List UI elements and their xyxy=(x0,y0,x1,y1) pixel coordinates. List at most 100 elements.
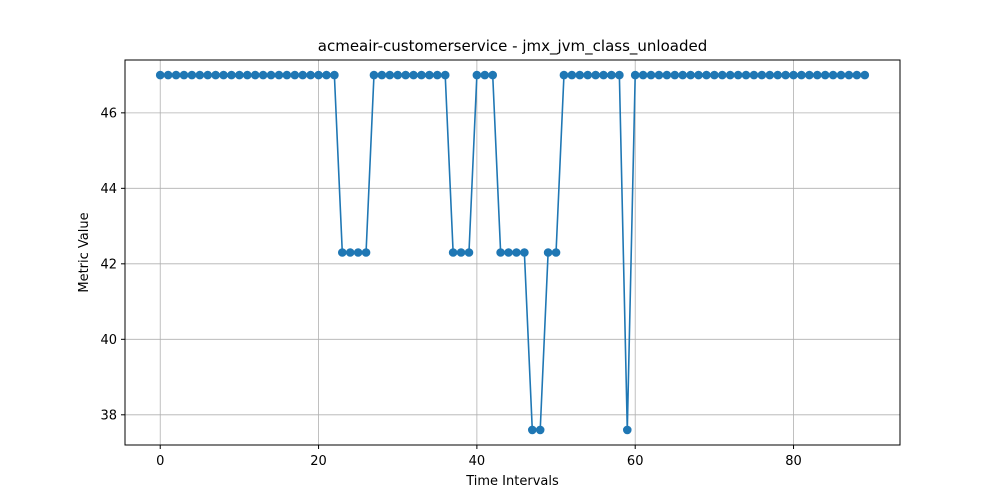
data-point xyxy=(535,425,545,435)
data-point xyxy=(789,70,798,80)
data-point xyxy=(551,248,561,257)
data-point xyxy=(211,70,220,80)
data-point xyxy=(559,70,569,80)
data-point xyxy=(504,248,513,257)
data-point xyxy=(219,70,228,80)
data-point xyxy=(717,70,727,80)
y-tick-label: 42 xyxy=(100,257,117,272)
y-axis-label: Metric Value xyxy=(77,212,92,292)
data-point xyxy=(282,70,292,80)
data-point xyxy=(599,70,608,80)
data-point xyxy=(155,70,165,80)
data-point xyxy=(409,70,418,80)
data-point xyxy=(353,248,363,257)
x-tick-label: 40 xyxy=(469,454,486,469)
x-tick-label: 80 xyxy=(785,454,802,469)
data-point xyxy=(369,70,379,80)
x-axis-label: Time Intervals xyxy=(465,474,559,489)
data-point xyxy=(781,70,790,80)
ticks: 0 20 40 60 80 38 40 42 44 46 xyxy=(100,106,801,469)
data-point xyxy=(797,70,806,80)
data-point xyxy=(670,70,680,80)
data-point xyxy=(464,248,474,257)
data-point xyxy=(377,70,387,80)
chart-title: acmeair-customerservice - jmx_jvm_class_… xyxy=(318,37,707,56)
data-point xyxy=(686,70,695,80)
data-point xyxy=(765,70,775,80)
data-point xyxy=(496,248,505,257)
data-point xyxy=(710,70,719,80)
data-point xyxy=(187,70,197,80)
data-point xyxy=(266,70,276,80)
data-point xyxy=(741,70,751,80)
data-point xyxy=(607,70,616,80)
data-point xyxy=(828,70,838,80)
data-point xyxy=(630,70,640,80)
data-point xyxy=(203,70,213,80)
data-point xyxy=(393,70,403,80)
data-point xyxy=(345,248,355,257)
data-point xyxy=(456,248,466,257)
data-point xyxy=(622,425,632,435)
data-point xyxy=(290,70,300,80)
data-point xyxy=(361,248,371,257)
data-point xyxy=(401,70,410,80)
data-point xyxy=(179,70,189,80)
data-point xyxy=(805,70,814,80)
data-point xyxy=(512,248,521,257)
data-point xyxy=(322,70,331,80)
data-point xyxy=(860,70,870,80)
data-point xyxy=(171,70,181,80)
data-point xyxy=(243,70,252,80)
data-point xyxy=(638,70,648,80)
data-point xyxy=(820,70,830,80)
data-point xyxy=(330,70,339,80)
data-point xyxy=(274,70,284,80)
data-point xyxy=(527,425,537,435)
data-point xyxy=(583,70,593,80)
data-point xyxy=(749,70,759,80)
data-point xyxy=(575,70,585,80)
data-point xyxy=(195,70,205,80)
data-point xyxy=(432,70,442,80)
data-point xyxy=(654,70,664,80)
data-point xyxy=(298,70,308,80)
data-point xyxy=(591,70,600,80)
y-tick-label: 38 xyxy=(100,408,117,423)
data-point xyxy=(163,70,173,80)
x-tick-label: 20 xyxy=(310,454,327,469)
data-point xyxy=(227,70,236,80)
data-point xyxy=(836,70,846,80)
y-tick-label: 46 xyxy=(100,106,117,121)
data-point xyxy=(480,70,490,80)
data-point xyxy=(472,70,482,80)
data-point xyxy=(646,70,656,80)
data-point xyxy=(615,70,624,80)
data-point xyxy=(520,248,529,257)
data-point xyxy=(338,248,347,257)
data-point xyxy=(773,70,782,80)
data-point xyxy=(757,70,767,80)
data-point xyxy=(448,248,458,257)
data-point xyxy=(662,70,672,80)
data-point xyxy=(694,70,703,80)
data-point xyxy=(417,70,426,80)
plot-frame xyxy=(124,59,901,446)
data-point xyxy=(678,70,687,80)
data-point xyxy=(812,70,822,80)
data-point xyxy=(844,70,854,80)
data-point xyxy=(733,70,743,80)
y-tick-label: 44 xyxy=(100,182,117,197)
grid xyxy=(125,60,900,445)
data-point xyxy=(385,70,395,80)
data-point xyxy=(314,70,323,80)
data-point xyxy=(543,248,553,257)
data-point xyxy=(425,70,434,80)
data-point xyxy=(440,70,450,80)
y-tick-label: 40 xyxy=(100,333,117,348)
data-point xyxy=(250,70,260,80)
series-layer xyxy=(155,70,870,435)
data-point xyxy=(725,70,735,80)
